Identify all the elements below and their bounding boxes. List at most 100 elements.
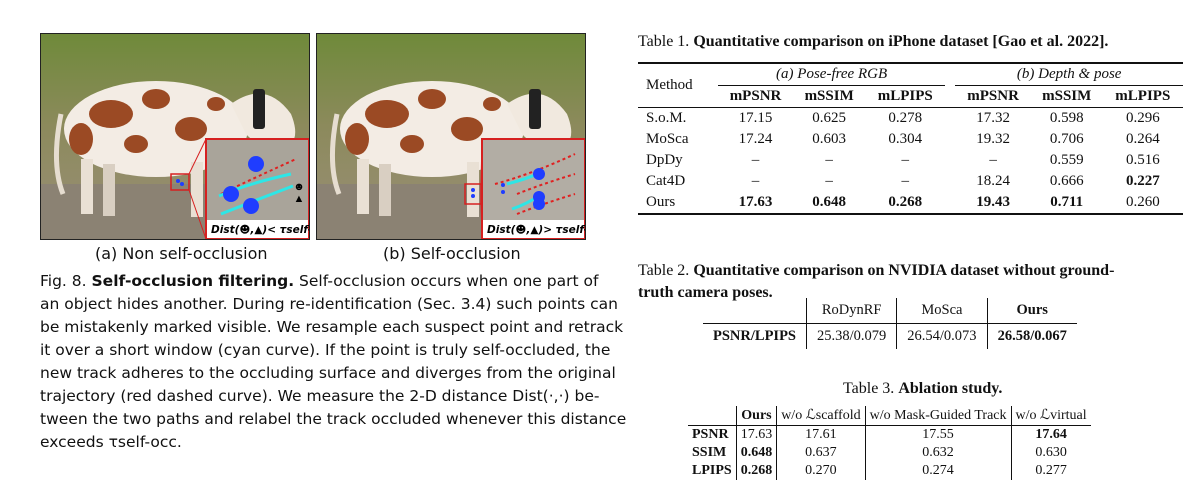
table1-cell: 17.63 — [738, 194, 773, 210]
table3-header-empty — [688, 406, 737, 426]
table3-title: Ablation study. — [898, 380, 1003, 397]
caption-line-7: exceeds τself-occ. — [40, 433, 182, 451]
triangle-icon: ▲ — [294, 193, 305, 205]
table1-group-b: (b) Depth & pose — [955, 63, 1183, 86]
table2-row-label: PSNR/LPIPS — [703, 323, 807, 349]
photo-self-occlusion: Dist(☻,▲)> τself-occ — [316, 33, 586, 240]
table2-header-empty — [703, 298, 807, 324]
caption-line-4: new track adheres to the occluding surfa… — [40, 364, 616, 382]
caption-line-0: Self-occlusion occurs when one part of — [299, 272, 599, 290]
table1-cell: 0.559 — [1049, 152, 1084, 168]
table2-header: RoDynRF — [806, 298, 898, 324]
table3-row: SSIM 0.648 0.637 0.632 0.630 — [688, 444, 1091, 462]
table1-cell: 17.24 — [738, 131, 773, 147]
caption-line-6: tween the two paths and relabel the trac… — [40, 410, 627, 428]
table1-cell: – — [989, 152, 997, 168]
table1-row: DpDy – – – – 0.559 0.516 — [638, 150, 1183, 171]
table1-method: MoSca — [646, 131, 689, 147]
table2-cell: 25.38/0.079 — [806, 323, 898, 349]
cow-photo-a: ☻ ▲ Dist(☻,▲)< τself-occ — [41, 34, 309, 239]
table3-caption: Table 3. Ablation study. — [843, 380, 1002, 398]
table3-cell: 0.277 — [1010, 462, 1091, 480]
caption-line-1: an object hides another. During re-ident… — [40, 295, 618, 313]
subcaption-b: (b) Self-occlusion — [383, 244, 521, 263]
table1-cell: 0.625 — [812, 110, 847, 126]
table1-row: MoSca 17.24 0.603 0.304 19.32 0.706 0.264 — [638, 129, 1183, 150]
table1-cell: – — [901, 173, 909, 189]
table3-cell: 0.274 — [864, 462, 1011, 480]
table1-cell: 0.296 — [1125, 110, 1160, 126]
table1-cell: 0.264 — [1125, 131, 1160, 147]
table3-row-label: LPIPS — [692, 463, 732, 478]
table2-header: Ours — [1016, 302, 1048, 318]
table1-row: S.o.M. 17.15 0.625 0.278 17.32 0.598 0.296 — [638, 107, 1183, 130]
table1-caption: Table 1. Quantitative comparison on iPho… — [638, 33, 1108, 51]
table3-header: Ours — [735, 406, 777, 426]
table2-title-line1: Quantitative comparison on NVIDIA datase… — [693, 262, 1115, 279]
table3-row-label: SSIM — [692, 445, 727, 460]
table3-header: w/o Mask-Guided Track — [864, 406, 1011, 426]
table1-title: Quantitative comparison on iPhone datase… — [693, 33, 1109, 50]
figure-caption: Fig. 8. Self-occlusion filtering. Self-o… — [40, 270, 627, 454]
table3: Ours w/o ℒscaffold w/o Mask-Guided Track… — [688, 406, 1091, 480]
table3-row: PSNR 17.63 17.61 17.55 17.64 — [688, 425, 1091, 444]
table1-metric: mPSNR — [967, 88, 1019, 104]
photo-non-self-occlusion: ☻ ▲ Dist(☻,▲)< τself-occ — [40, 33, 310, 240]
table2: RoDynRF MoSca Ours PSNR/LPIPS 25.38/0.07… — [703, 298, 1077, 349]
table1-metric: mSSIM — [1042, 88, 1092, 104]
table3-cell: 17.64 — [1010, 425, 1091, 444]
table1-cell: 17.15 — [738, 110, 773, 126]
table1-cell: – — [751, 173, 760, 189]
table3-cell: 0.632 — [864, 444, 1011, 462]
table1-cell: – — [825, 152, 833, 168]
table1-metric: mLPIPS — [1115, 88, 1171, 104]
table1-row: Cat4D – – – 18.24 0.666 0.227 — [638, 171, 1183, 192]
table3-header: w/o ℒscaffold — [776, 406, 866, 426]
smiley-icon: ☻ — [293, 181, 305, 193]
caption-label: Fig. 8. — [40, 272, 87, 290]
cow-photo-b: Dist(☻,▲)> τself-occ — [317, 34, 585, 239]
table1-method: S.o.M. — [646, 110, 687, 126]
table3-row: LPIPS 0.268 0.270 0.274 0.277 — [688, 462, 1091, 480]
inset-formula-a: Dist(☻,▲)< τself-occ — [211, 224, 309, 236]
table1-cell: 17.32 — [976, 110, 1010, 126]
table1-metric: mPSNR — [729, 88, 782, 104]
table3-row-label: PSNR — [692, 427, 729, 442]
table1-cell: – — [825, 173, 833, 189]
table2-header: MoSca — [896, 298, 988, 324]
table3-cell: 0.270 — [776, 462, 866, 480]
table3-cell: 0.630 — [1010, 444, 1091, 462]
table1-group-a: (a) Pose-free RGB — [717, 63, 946, 86]
table3-cell: 0.268 — [735, 462, 777, 480]
table1-cell: – — [751, 152, 760, 168]
caption-line-3: it over a short window (cyan curve). If … — [40, 341, 611, 359]
table1-cell: 19.43 — [976, 194, 1010, 210]
table1-row: Ours 17.63 0.648 0.268 19.43 0.711 0.260 — [638, 192, 1183, 214]
table1-cell: 0.706 — [1049, 131, 1084, 147]
table1-cell: 0.268 — [888, 194, 923, 210]
table1-cell: 0.711 — [1050, 194, 1084, 210]
table1: Method (a) Pose-free RGB (b) Depth & pos… — [638, 62, 1183, 215]
caption-title: Self-occlusion filtering. — [91, 272, 295, 290]
table3-cell: 17.63 — [735, 425, 777, 444]
table1-cell: 0.648 — [812, 194, 847, 210]
table1-cell: 0.260 — [1125, 194, 1160, 210]
table1-cell: 0.227 — [1125, 173, 1160, 189]
table1-method: Ours — [646, 194, 676, 210]
table1-cell: 0.666 — [1049, 173, 1084, 189]
table2-title-line2: truth camera poses. — [638, 284, 773, 301]
table3-label: Table 3. — [843, 380, 895, 397]
table1-cell: – — [901, 152, 909, 168]
table1-cell: 0.304 — [888, 131, 923, 147]
table2-cell: 26.58/0.067 — [997, 328, 1067, 344]
table1-method-header: Method — [646, 77, 693, 93]
table1-cell: 0.603 — [812, 131, 847, 147]
inset-formula-b: Dist(☻,▲)> τself-occ — [487, 224, 585, 236]
table1-label: Table 1. — [638, 33, 690, 50]
table1-cell: 19.32 — [976, 131, 1010, 147]
table1-cell: 18.24 — [976, 173, 1010, 189]
table2-cell: 26.54/0.073 — [896, 323, 988, 349]
caption-line-2: be mistakenly marked visible. We resampl… — [40, 318, 624, 336]
table1-metric: mLPIPS — [877, 88, 933, 104]
table1-method: Cat4D — [646, 173, 686, 189]
